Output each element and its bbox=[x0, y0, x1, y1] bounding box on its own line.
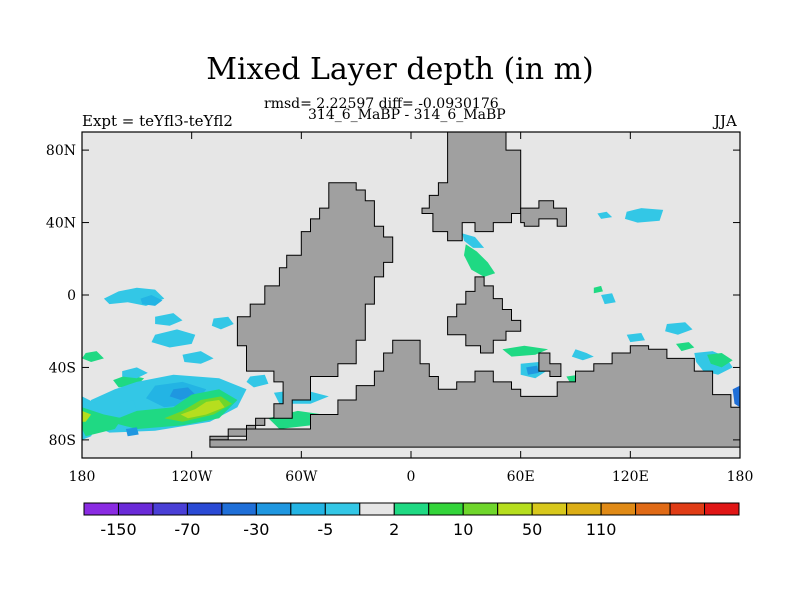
land-mass bbox=[209, 339, 740, 448]
anomaly-patch bbox=[593, 285, 603, 294]
anomaly-patch bbox=[118, 400, 137, 415]
anomaly-patch bbox=[624, 208, 664, 223]
colorbar-box bbox=[566, 502, 602, 516]
anomaly-patch bbox=[665, 322, 693, 335]
anomaly-patch bbox=[182, 351, 214, 364]
anomaly-patch bbox=[122, 367, 148, 379]
map-plot-area bbox=[82, 132, 740, 458]
anomaly-patch bbox=[180, 400, 225, 419]
colorbar-label: 50 bbox=[522, 520, 542, 539]
colorbar-box bbox=[531, 502, 568, 516]
anomaly-patch bbox=[601, 293, 616, 305]
y-tick-label: 40S bbox=[49, 360, 76, 376]
anomaly-patch bbox=[151, 329, 196, 348]
land-mass bbox=[538, 352, 562, 377]
x-tick-label: 120E bbox=[612, 469, 649, 485]
colorbar-box bbox=[600, 502, 637, 516]
anomaly-patch bbox=[626, 333, 645, 343]
colorbar-label: -5 bbox=[317, 520, 333, 539]
stats-label: rmsd= 2.22597 diff= -0.0930176 bbox=[264, 96, 499, 112]
map-field bbox=[82, 132, 740, 458]
y-tick-label: 0 bbox=[67, 288, 76, 304]
anomaly-patch bbox=[109, 389, 238, 429]
anomaly-patch bbox=[732, 385, 740, 408]
land-mass bbox=[447, 276, 522, 354]
anomaly-patch bbox=[707, 353, 733, 368]
experiment-subtitle: 314_6_MaBP - 314_6_MaBP bbox=[308, 107, 506, 123]
colorbar-box bbox=[221, 502, 257, 516]
colorbar-box bbox=[635, 502, 671, 516]
anomaly-patch bbox=[82, 410, 92, 422]
x-tick-label: 180 bbox=[727, 469, 754, 485]
colorbar-label: -70 bbox=[174, 520, 200, 539]
colorbar-box bbox=[255, 502, 292, 516]
anomaly-patch bbox=[125, 427, 139, 437]
anomaly-patch bbox=[82, 407, 123, 437]
land-mass bbox=[421, 132, 522, 242]
colorbar-box bbox=[704, 502, 740, 516]
colorbar-label: -30 bbox=[243, 520, 269, 539]
land-mass bbox=[520, 200, 567, 227]
anomaly-patch bbox=[140, 295, 163, 306]
anomaly-patch bbox=[464, 244, 496, 277]
colorbar-label: -150 bbox=[100, 520, 136, 539]
colorbar-box bbox=[393, 502, 430, 516]
anomaly-patch bbox=[597, 211, 613, 219]
anomaly-patch bbox=[246, 374, 269, 388]
colorbar-box bbox=[117, 502, 154, 516]
x-tick-label: 60W bbox=[285, 469, 318, 485]
x-tick-label: 180 bbox=[69, 469, 96, 485]
colorbar-label: 2 bbox=[389, 520, 399, 539]
colorbar-box bbox=[497, 502, 533, 516]
colorbar: -150 -70 -30 -5 2 10 50 110 bbox=[83, 502, 740, 539]
colorbar-box bbox=[186, 502, 223, 516]
y-tick-label: 80N bbox=[46, 143, 76, 159]
colorbar-box bbox=[324, 502, 361, 516]
anomaly-patch bbox=[676, 342, 695, 352]
x-tick-label: 120W bbox=[171, 469, 213, 485]
colorbar-label: 10 bbox=[453, 520, 473, 539]
colorbar-box bbox=[290, 502, 326, 516]
anomaly-patch bbox=[462, 233, 485, 248]
y-tick-label: 40N bbox=[46, 216, 76, 232]
y-tick-label: 80S bbox=[49, 433, 76, 449]
anomaly-patch bbox=[155, 313, 183, 326]
experiment-label: Expt = teYfl3-teYfl2 bbox=[82, 112, 233, 130]
plot-title: Mixed Layer depth (in m) bbox=[206, 52, 594, 87]
anomaly-patch bbox=[82, 351, 104, 362]
map-axes: 180 120W 60W 0 60E 120E 180 80N 40N 0 40S 80S bbox=[46, 131, 754, 485]
colorbar-box bbox=[462, 502, 499, 516]
colorbar-box bbox=[152, 502, 188, 516]
colorbar-box bbox=[669, 502, 706, 516]
colorbar-box bbox=[83, 502, 119, 516]
colorbar-label: 110 bbox=[586, 520, 617, 539]
colorbar-box bbox=[359, 502, 395, 516]
anomaly-patch bbox=[571, 349, 594, 361]
x-tick-label: 60E bbox=[507, 469, 535, 485]
x-tick-label: 0 bbox=[407, 469, 416, 485]
anomaly-patch bbox=[502, 345, 549, 357]
anomaly-patch bbox=[211, 316, 234, 330]
season-label: JJA bbox=[714, 112, 737, 130]
colorbar-box bbox=[428, 502, 464, 516]
anomaly-patch bbox=[526, 365, 539, 375]
